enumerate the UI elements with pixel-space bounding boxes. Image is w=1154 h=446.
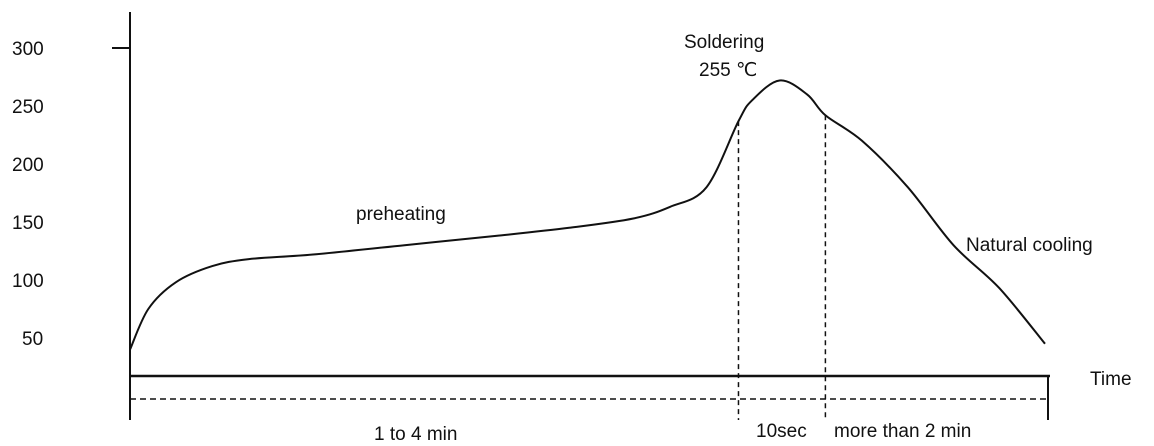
x-axis-label: Time xyxy=(1090,369,1132,390)
soldering-temperature-label: 255 ℃ xyxy=(699,60,757,81)
cooling-duration-label: more than 2 min xyxy=(834,421,971,442)
y-tick-label-200: 200 xyxy=(12,155,44,176)
y-tick-label-300: 300 xyxy=(12,39,44,60)
natural-cooling-label: Natural cooling xyxy=(966,235,1093,256)
soldering-label: Soldering xyxy=(684,32,764,53)
soldering-duration-label: 10sec xyxy=(756,421,807,442)
temperature-curve xyxy=(129,79,1046,351)
y-tick-label-50: 50 xyxy=(22,329,43,350)
y-tick-labels: 300 250 200 150 100 50 xyxy=(12,39,130,350)
preheating-label: preheating xyxy=(356,204,446,225)
y-tick-label-150: 150 xyxy=(12,213,44,234)
y-tick-label-250: 250 xyxy=(12,97,44,118)
preheat-duration-label: 1 to 4 min xyxy=(374,424,457,445)
y-tick-label-100: 100 xyxy=(12,271,44,292)
